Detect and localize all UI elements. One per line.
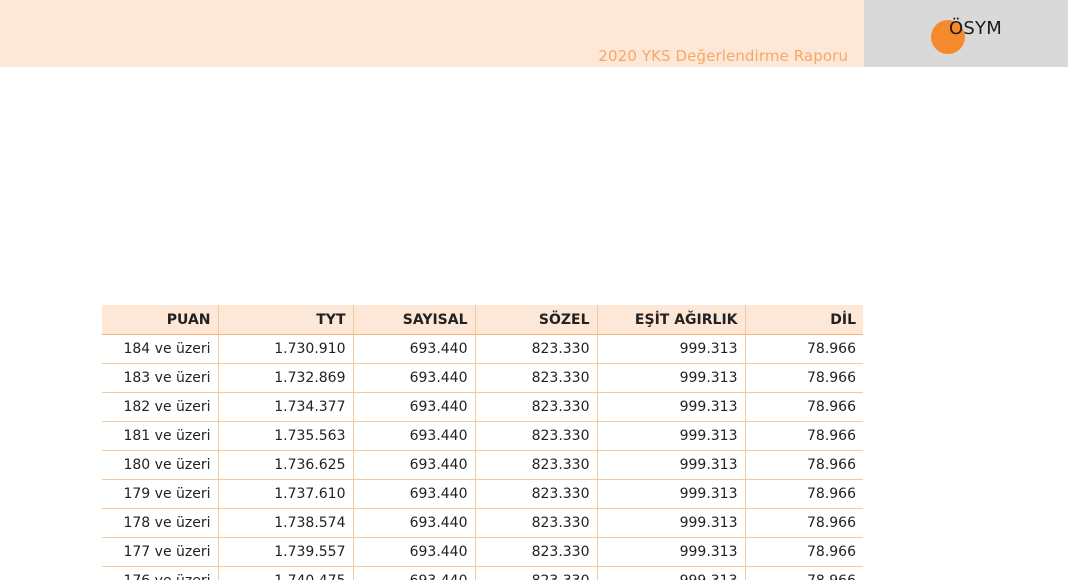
cell-puan: 181 ve üzeri xyxy=(102,421,219,451)
cell-puan: 178 ve üzeri xyxy=(102,508,219,538)
cell-puan: 184 ve üzeri xyxy=(102,334,219,364)
cell-dil: 78.966 xyxy=(745,479,863,509)
cell-dil: 78.966 xyxy=(745,450,863,480)
report-title: 2020 YKS Değerlendirme Raporu xyxy=(598,47,848,65)
table-row: 180 ve üzeri 1.736.625 693.440 823.330 999.3… xyxy=(102,450,863,480)
table-row: 179 ve üzeri 1.737.610 693.440 823.330 999.3… xyxy=(102,479,863,509)
cell-sayisal: 693.440 xyxy=(353,421,476,451)
cell-sayisal: 693.440 xyxy=(353,537,476,567)
cell-tyt: 1.734.377 xyxy=(218,392,354,422)
column-header-esit-agirlik: EŞİT AĞIRLIK xyxy=(597,305,746,335)
cell-sayisal: 693.440 xyxy=(353,566,476,580)
cell-tyt: 1.739.557 xyxy=(218,537,354,567)
cell-sozel: 823.330 xyxy=(475,537,598,567)
cell-esit-agirlik: 999.313 xyxy=(597,479,746,509)
cell-puan: 182 ve üzeri xyxy=(102,392,219,422)
cell-puan: 179 ve üzeri xyxy=(102,479,219,509)
cell-sozel: 823.330 xyxy=(475,363,598,393)
table-row: 182 ve üzeri 1.734.377 693.440 823.330 999.3… xyxy=(102,392,863,422)
cell-tyt: 1.740.475 xyxy=(218,566,354,580)
cell-esit-agirlik: 999.313 xyxy=(597,334,746,364)
cell-dil: 78.966 xyxy=(745,334,863,364)
osym-logo: ÖSYM xyxy=(864,0,1068,67)
cell-puan: 177 ve üzeri xyxy=(102,537,219,567)
table-row: 184 ve üzeri 1.730.910 693.440 823.330 999.3… xyxy=(102,334,863,364)
cell-dil: 78.966 xyxy=(745,421,863,451)
cell-sozel: 823.330 xyxy=(475,479,598,509)
score-table: PUAN TYT SAYISAL SÖZEL EŞİT AĞIRLIK DİL … xyxy=(102,305,863,580)
cell-tyt: 1.730.910 xyxy=(218,334,354,364)
cell-esit-agirlik: 999.313 xyxy=(597,537,746,567)
cell-sozel: 823.330 xyxy=(475,566,598,580)
cell-esit-agirlik: 999.313 xyxy=(597,363,746,393)
cell-dil: 78.966 xyxy=(745,392,863,422)
cell-sozel: 823.330 xyxy=(475,508,598,538)
column-header-sayisal: SAYISAL xyxy=(353,305,476,335)
cell-tyt: 1.735.563 xyxy=(218,421,354,451)
column-header-puan: PUAN xyxy=(102,305,219,335)
table-row: 177 ve üzeri 1.739.557 693.440 823.330 999.3… xyxy=(102,537,863,567)
table-row: 183 ve üzeri 1.732.869 693.440 823.330 999.3… xyxy=(102,363,863,393)
cell-esit-agirlik: 999.313 xyxy=(597,566,746,580)
cell-puan: 176 ve üzeri xyxy=(102,566,219,580)
cell-tyt: 1.732.869 xyxy=(218,363,354,393)
cell-sozel: 823.330 xyxy=(475,334,598,364)
table-row: 176 ve üzeri1.740.475693.440823.330999.3… xyxy=(102,566,863,580)
cell-sayisal: 693.440 xyxy=(353,508,476,538)
cell-esit-agirlik: 999.313 xyxy=(597,421,746,451)
column-header-dil: DİL xyxy=(745,305,863,335)
cell-puan: 180 ve üzeri xyxy=(102,450,219,480)
cell-sayisal: 693.440 xyxy=(353,363,476,393)
table-row: 178 ve üzeri 1.738.574 693.440 823.330 999.3… xyxy=(102,508,863,538)
cell-dil: 78.966 xyxy=(745,537,863,567)
cell-puan: 183 ve üzeri xyxy=(102,363,219,393)
cell-sozel: 823.330 xyxy=(475,392,598,422)
table-row: 181 ve üzeri 1.735.563 693.440 823.330 999.3… xyxy=(102,421,863,451)
cell-tyt: 1.737.610 xyxy=(218,479,354,509)
table-body: 184 ve üzeri 1.730.910 693.440 823.330 999.3… xyxy=(102,334,863,580)
cell-sayisal: 693.440 xyxy=(353,392,476,422)
column-header-tyt: TYT xyxy=(218,305,354,335)
header-band: 2020 YKS Değerlendirme Raporu xyxy=(0,0,864,67)
logo-circle-icon xyxy=(931,20,965,54)
cell-esit-agirlik: 999.313 xyxy=(597,450,746,480)
cell-dil: 78.966 xyxy=(745,363,863,393)
cell-tyt: 1.736.625 xyxy=(218,450,354,480)
cell-tyt: 1.738.574 xyxy=(218,508,354,538)
cell-sozel: 823.330 xyxy=(475,421,598,451)
logo-text: ÖSYM xyxy=(949,18,1002,39)
table-header-row: PUAN TYT SAYISAL SÖZEL EŞİT AĞIRLIK DİL xyxy=(102,305,863,335)
cell-dil: 78.966 xyxy=(745,566,863,580)
cell-sozel: 823.330 xyxy=(475,450,598,480)
cell-sayisal: 693.440 xyxy=(353,450,476,480)
column-header-sozel: SÖZEL xyxy=(475,305,598,335)
cell-sayisal: 693.440 xyxy=(353,334,476,364)
cell-esit-agirlik: 999.313 xyxy=(597,392,746,422)
cell-sayisal: 693.440 xyxy=(353,479,476,509)
cell-dil: 78.966 xyxy=(745,508,863,538)
cell-esit-agirlik: 999.313 xyxy=(597,508,746,538)
